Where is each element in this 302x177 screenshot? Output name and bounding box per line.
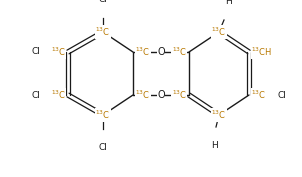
Text: $^{13}$C: $^{13}$C	[95, 26, 111, 38]
Text: O: O	[157, 90, 165, 100]
Text: $^{13}$C: $^{13}$C	[51, 46, 66, 58]
Text: H: H	[226, 0, 232, 6]
Text: $^{13}$C: $^{13}$C	[51, 89, 66, 101]
Text: $^{13}$C: $^{13}$C	[172, 89, 187, 101]
Text: Cl: Cl	[31, 90, 40, 99]
Text: Cl: Cl	[277, 90, 286, 99]
Text: $^{13}$C: $^{13}$C	[211, 26, 226, 38]
Text: $^{13}$C: $^{13}$C	[251, 89, 266, 101]
Text: $^{13}$CH: $^{13}$CH	[251, 46, 272, 58]
Text: H: H	[210, 141, 217, 150]
Text: Cl: Cl	[31, 47, 40, 56]
Text: $^{13}$C: $^{13}$C	[172, 46, 187, 58]
Text: $^{13}$C: $^{13}$C	[135, 89, 150, 101]
Text: Cl: Cl	[98, 0, 108, 4]
Text: $^{13}$C: $^{13}$C	[95, 109, 111, 121]
Text: O: O	[157, 47, 165, 57]
Text: Cl: Cl	[98, 143, 108, 152]
Text: $^{13}$C: $^{13}$C	[135, 46, 150, 58]
Text: $^{13}$C: $^{13}$C	[211, 109, 226, 121]
